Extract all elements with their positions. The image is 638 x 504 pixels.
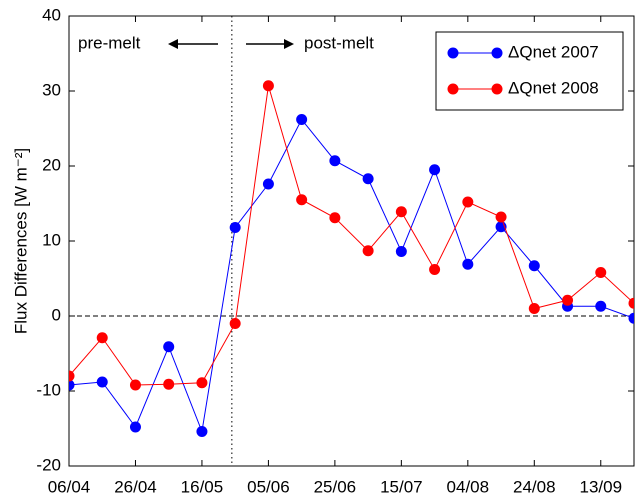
data-point: [262, 80, 274, 92]
data-point: [196, 377, 208, 389]
data-point: [395, 206, 407, 218]
data-point: [96, 332, 108, 344]
data-point: [528, 260, 540, 272]
series-line: [69, 118, 634, 434]
legend-label: ΔQnet 2007: [508, 42, 599, 61]
y-axis-label: Flux Differences [W m⁻²]: [11, 148, 30, 334]
legend-box: [435, 31, 624, 111]
series-line: [69, 85, 634, 386]
data-point: [362, 245, 374, 257]
series-group: [69, 80, 634, 437]
data-point: [595, 300, 607, 312]
data-point: [329, 155, 341, 167]
data-point: [229, 318, 241, 329]
y-tick-label: 10: [42, 230, 61, 249]
data-point: [495, 211, 507, 223]
data-point: [462, 196, 474, 208]
data-point: [528, 303, 540, 314]
data-point: [628, 312, 634, 324]
x-tick-label: 15/07: [380, 477, 423, 496]
y-tick-label: -10: [36, 380, 61, 399]
annotation: post-melt: [304, 33, 374, 52]
data-point: [296, 114, 308, 125]
data-point: [429, 264, 441, 275]
data-point: [163, 341, 175, 353]
x-tick-label: 04/08: [447, 477, 490, 496]
legend-label: ΔQnet 2008: [508, 78, 599, 97]
x-tick-label: 24/08: [513, 477, 556, 496]
data-point: [395, 246, 407, 257]
y-tick-label: 30: [42, 80, 61, 99]
legend-marker: [447, 83, 459, 95]
data-point: [462, 258, 474, 270]
data-point: [562, 294, 574, 306]
y-tick-label: -20: [36, 455, 61, 474]
x-tick-label: 13/09: [579, 477, 622, 496]
x-tick-label: 16/05: [181, 477, 224, 496]
x-tick-label: 05/06: [247, 477, 290, 496]
data-point: [628, 297, 634, 309]
data-point: [595, 267, 607, 278]
data-point: [69, 379, 75, 391]
x-tick-label: 25/06: [314, 477, 357, 496]
data-point: [229, 222, 241, 233]
annotation: pre-melt: [78, 33, 141, 52]
legend-marker: [491, 83, 503, 95]
y-tick-label: 20: [42, 155, 61, 174]
data-point: [329, 212, 341, 224]
data-point: [129, 421, 141, 433]
data-point: [163, 378, 175, 390]
data-point: [196, 426, 208, 437]
data-point: [362, 173, 374, 185]
x-tick-label: 26/04: [114, 477, 157, 496]
data-point: [96, 376, 108, 388]
data-point: [129, 379, 141, 391]
legend-marker: [491, 47, 503, 59]
arrows: [168, 39, 294, 49]
legend-marker: [447, 47, 459, 59]
x-tick-label: 06/04: [48, 477, 91, 496]
data-point: [262, 178, 274, 190]
y-tick-label: 40: [42, 5, 61, 24]
y-tick-label: 0: [52, 305, 61, 324]
data-point: [69, 370, 75, 382]
data-point: [429, 164, 441, 176]
data-point: [296, 194, 308, 206]
